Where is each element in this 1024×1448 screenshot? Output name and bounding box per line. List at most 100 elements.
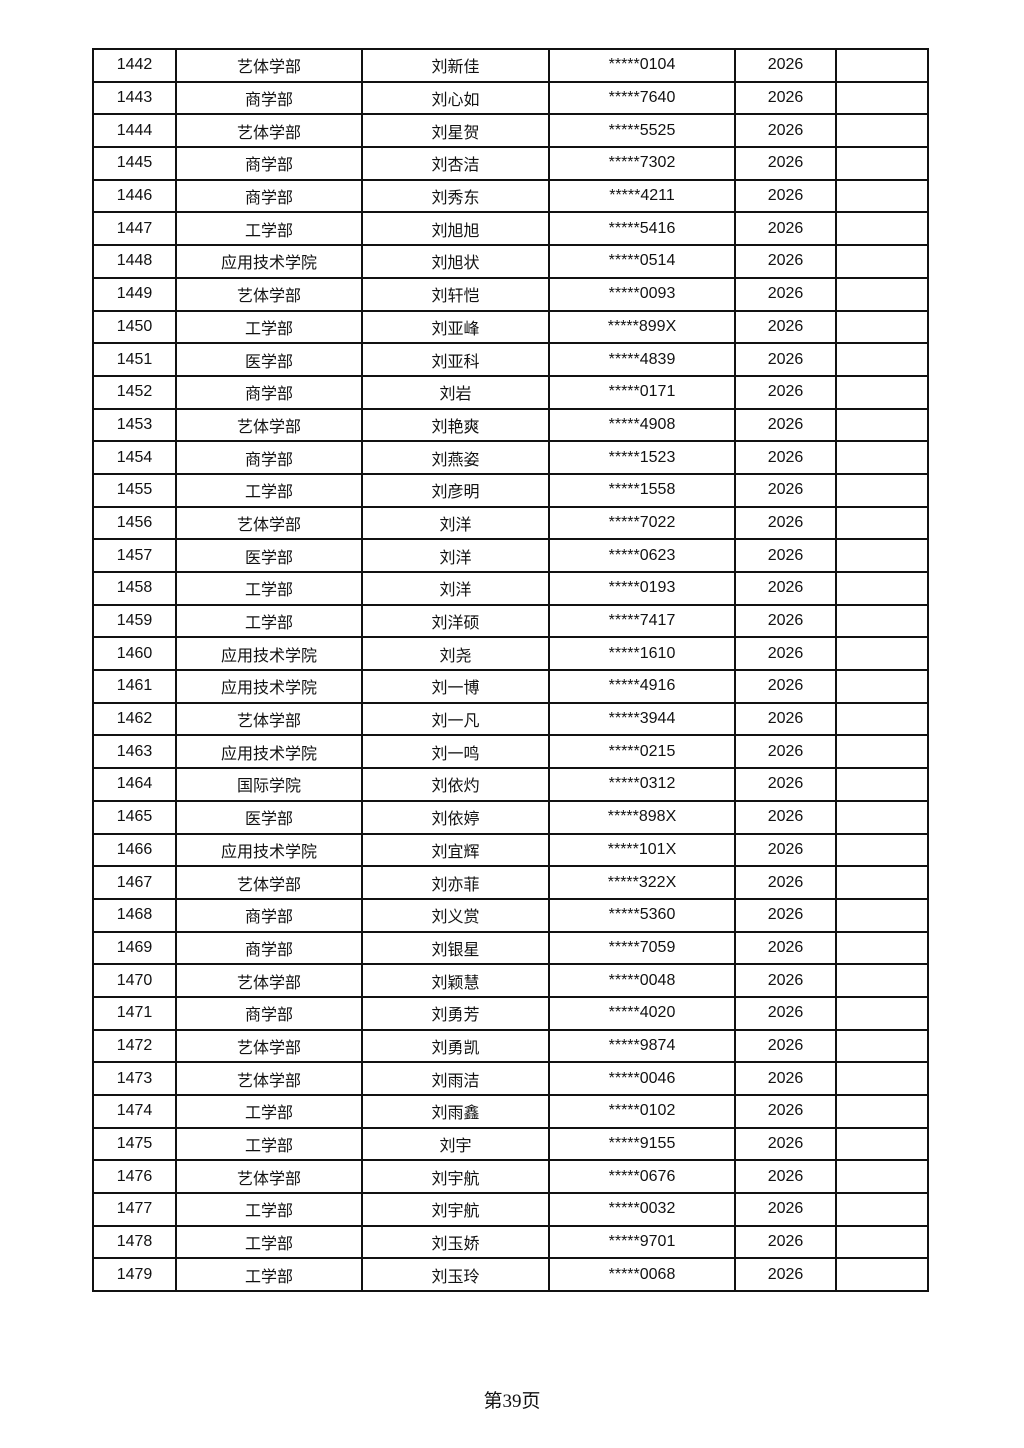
department-cell: 商学部 bbox=[175, 178, 363, 214]
table-row: 1456 艺体学部 刘洋 *****7022 2026 bbox=[92, 505, 929, 541]
row-number-cell: 1449 bbox=[92, 276, 177, 312]
table-row: 1446 商学部 刘秀东 *****4211 2026 bbox=[92, 178, 929, 214]
department-cell: 工学部 bbox=[175, 309, 363, 345]
department-cell: 艺体学部 bbox=[175, 865, 363, 900]
row-number-cell: 1472 bbox=[92, 1028, 177, 1064]
year-cell: 2026 bbox=[734, 734, 837, 770]
student-name-cell: 刘一鸣 bbox=[361, 734, 550, 770]
row-number-cell: 1460 bbox=[92, 636, 177, 672]
student-name-cell: 刘旭状 bbox=[361, 244, 550, 279]
remark-cell bbox=[835, 1192, 929, 1227]
row-number-cell: 1478 bbox=[92, 1224, 177, 1260]
row-number-cell: 1446 bbox=[92, 178, 177, 214]
table-row: 1445 商学部 刘杏洁 *****7302 2026 bbox=[92, 146, 929, 181]
remark-cell bbox=[835, 571, 929, 606]
student-name-cell: 刘星贺 bbox=[361, 113, 550, 149]
row-number-cell: 1442 bbox=[92, 48, 177, 83]
id-suffix-cell: *****0171 bbox=[548, 374, 736, 410]
remark-cell bbox=[835, 701, 929, 737]
table-row: 1460 应用技术学院 刘尧 *****1610 2026 bbox=[92, 636, 929, 672]
year-cell: 2026 bbox=[734, 48, 837, 83]
remark-cell bbox=[835, 963, 929, 998]
id-suffix-cell: *****7417 bbox=[548, 603, 736, 639]
page-number: 第39页 bbox=[483, 1391, 541, 1412]
table-row: 1475 工学部 刘宇 *****9155 2026 bbox=[92, 1126, 929, 1162]
student-name-cell: 刘亚科 bbox=[361, 342, 550, 377]
remark-cell bbox=[835, 113, 929, 149]
table-row: 1463 应用技术学院 刘一鸣 *****0215 2026 bbox=[92, 734, 929, 770]
table-row: 1464 国际学院 刘依灼 *****0312 2026 bbox=[92, 767, 929, 802]
row-number-cell: 1466 bbox=[92, 832, 177, 868]
remark-cell bbox=[835, 440, 929, 475]
table-row: 1457 医学部 刘洋 *****0623 2026 bbox=[92, 538, 929, 573]
id-suffix-cell: *****0093 bbox=[548, 276, 736, 312]
row-number-cell: 1458 bbox=[92, 571, 177, 606]
department-cell: 国际学院 bbox=[175, 767, 363, 802]
year-cell: 2026 bbox=[734, 505, 837, 541]
remark-cell bbox=[835, 1126, 929, 1162]
table-row: 1458 工学部 刘洋 *****0193 2026 bbox=[92, 571, 929, 606]
year-cell: 2026 bbox=[734, 865, 837, 900]
remark-cell bbox=[835, 342, 929, 377]
year-cell: 2026 bbox=[734, 799, 837, 835]
remark-cell bbox=[835, 636, 929, 672]
year-cell: 2026 bbox=[734, 571, 837, 606]
table-row: 1469 商学部 刘银星 *****7059 2026 bbox=[92, 930, 929, 966]
student-name-cell: 刘依婷 bbox=[361, 799, 550, 835]
remark-cell bbox=[835, 799, 929, 835]
year-cell: 2026 bbox=[734, 1159, 837, 1195]
table-row: 1443 商学部 刘心如 *****7640 2026 bbox=[92, 80, 929, 116]
year-cell: 2026 bbox=[734, 113, 837, 149]
student-name-cell: 刘宜辉 bbox=[361, 832, 550, 868]
year-cell: 2026 bbox=[734, 211, 837, 247]
id-suffix-cell: *****0312 bbox=[548, 767, 736, 802]
student-name-cell: 刘亚峰 bbox=[361, 309, 550, 345]
row-number-cell: 1464 bbox=[92, 767, 177, 802]
remark-cell bbox=[835, 1061, 929, 1096]
department-cell: 艺体学部 bbox=[175, 505, 363, 541]
id-suffix-cell: *****7302 bbox=[548, 146, 736, 181]
row-number-cell: 1450 bbox=[92, 309, 177, 345]
row-number-cell: 1468 bbox=[92, 897, 177, 933]
remark-cell bbox=[835, 995, 929, 1031]
table-row: 1454 商学部 刘燕姿 *****1523 2026 bbox=[92, 440, 929, 475]
department-cell: 应用技术学院 bbox=[175, 669, 363, 704]
year-cell: 2026 bbox=[734, 897, 837, 933]
student-name-cell: 刘一凡 bbox=[361, 701, 550, 737]
year-cell: 2026 bbox=[734, 995, 837, 1031]
table-row: 1467 艺体学部 刘亦菲 *****322X 2026 bbox=[92, 865, 929, 900]
department-cell: 艺体学部 bbox=[175, 1028, 363, 1064]
table-row: 1442 艺体学部 刘新佳 *****0104 2026 bbox=[92, 48, 929, 83]
student-name-cell: 刘轩恺 bbox=[361, 276, 550, 312]
year-cell: 2026 bbox=[734, 146, 837, 181]
year-cell: 2026 bbox=[734, 276, 837, 312]
department-cell: 工学部 bbox=[175, 1192, 363, 1227]
id-suffix-cell: *****0102 bbox=[548, 1094, 736, 1129]
year-cell: 2026 bbox=[734, 603, 837, 639]
department-cell: 工学部 bbox=[175, 1224, 363, 1260]
year-cell: 2026 bbox=[734, 1257, 837, 1293]
student-list-table: 1442 艺体学部 刘新佳 *****0104 2026 1443 商学部 刘心如 *****7… bbox=[92, 48, 929, 1293]
remark-cell bbox=[835, 603, 929, 639]
remark-cell bbox=[835, 1224, 929, 1260]
id-suffix-cell: *****0048 bbox=[548, 963, 736, 998]
id-suffix-cell: *****101X bbox=[548, 832, 736, 868]
year-cell: 2026 bbox=[734, 1126, 837, 1162]
table-row: 1448 应用技术学院 刘旭状 *****0514 2026 bbox=[92, 244, 929, 279]
department-cell: 艺体学部 bbox=[175, 701, 363, 737]
id-suffix-cell: *****1558 bbox=[548, 472, 736, 508]
student-name-cell: 刘颖慧 bbox=[361, 963, 550, 998]
student-name-cell: 刘玉玲 bbox=[361, 1257, 550, 1293]
table-row: 1479 工学部 刘玉玲 *****0068 2026 bbox=[92, 1257, 929, 1293]
id-suffix-cell: *****7640 bbox=[548, 80, 736, 116]
student-name-cell: 刘洋 bbox=[361, 571, 550, 606]
row-number-cell: 1448 bbox=[92, 244, 177, 279]
department-cell: 应用技术学院 bbox=[175, 832, 363, 868]
student-name-cell: 刘雨洁 bbox=[361, 1061, 550, 1096]
id-suffix-cell: *****5525 bbox=[548, 113, 736, 149]
table-row: 1470 艺体学部 刘颖慧 *****0048 2026 bbox=[92, 963, 929, 998]
row-number-cell: 1455 bbox=[92, 472, 177, 508]
remark-cell bbox=[835, 407, 929, 443]
table-row: 1459 工学部 刘洋硕 *****7417 2026 bbox=[92, 603, 929, 639]
table-row: 1447 工学部 刘旭旭 *****5416 2026 bbox=[92, 211, 929, 247]
